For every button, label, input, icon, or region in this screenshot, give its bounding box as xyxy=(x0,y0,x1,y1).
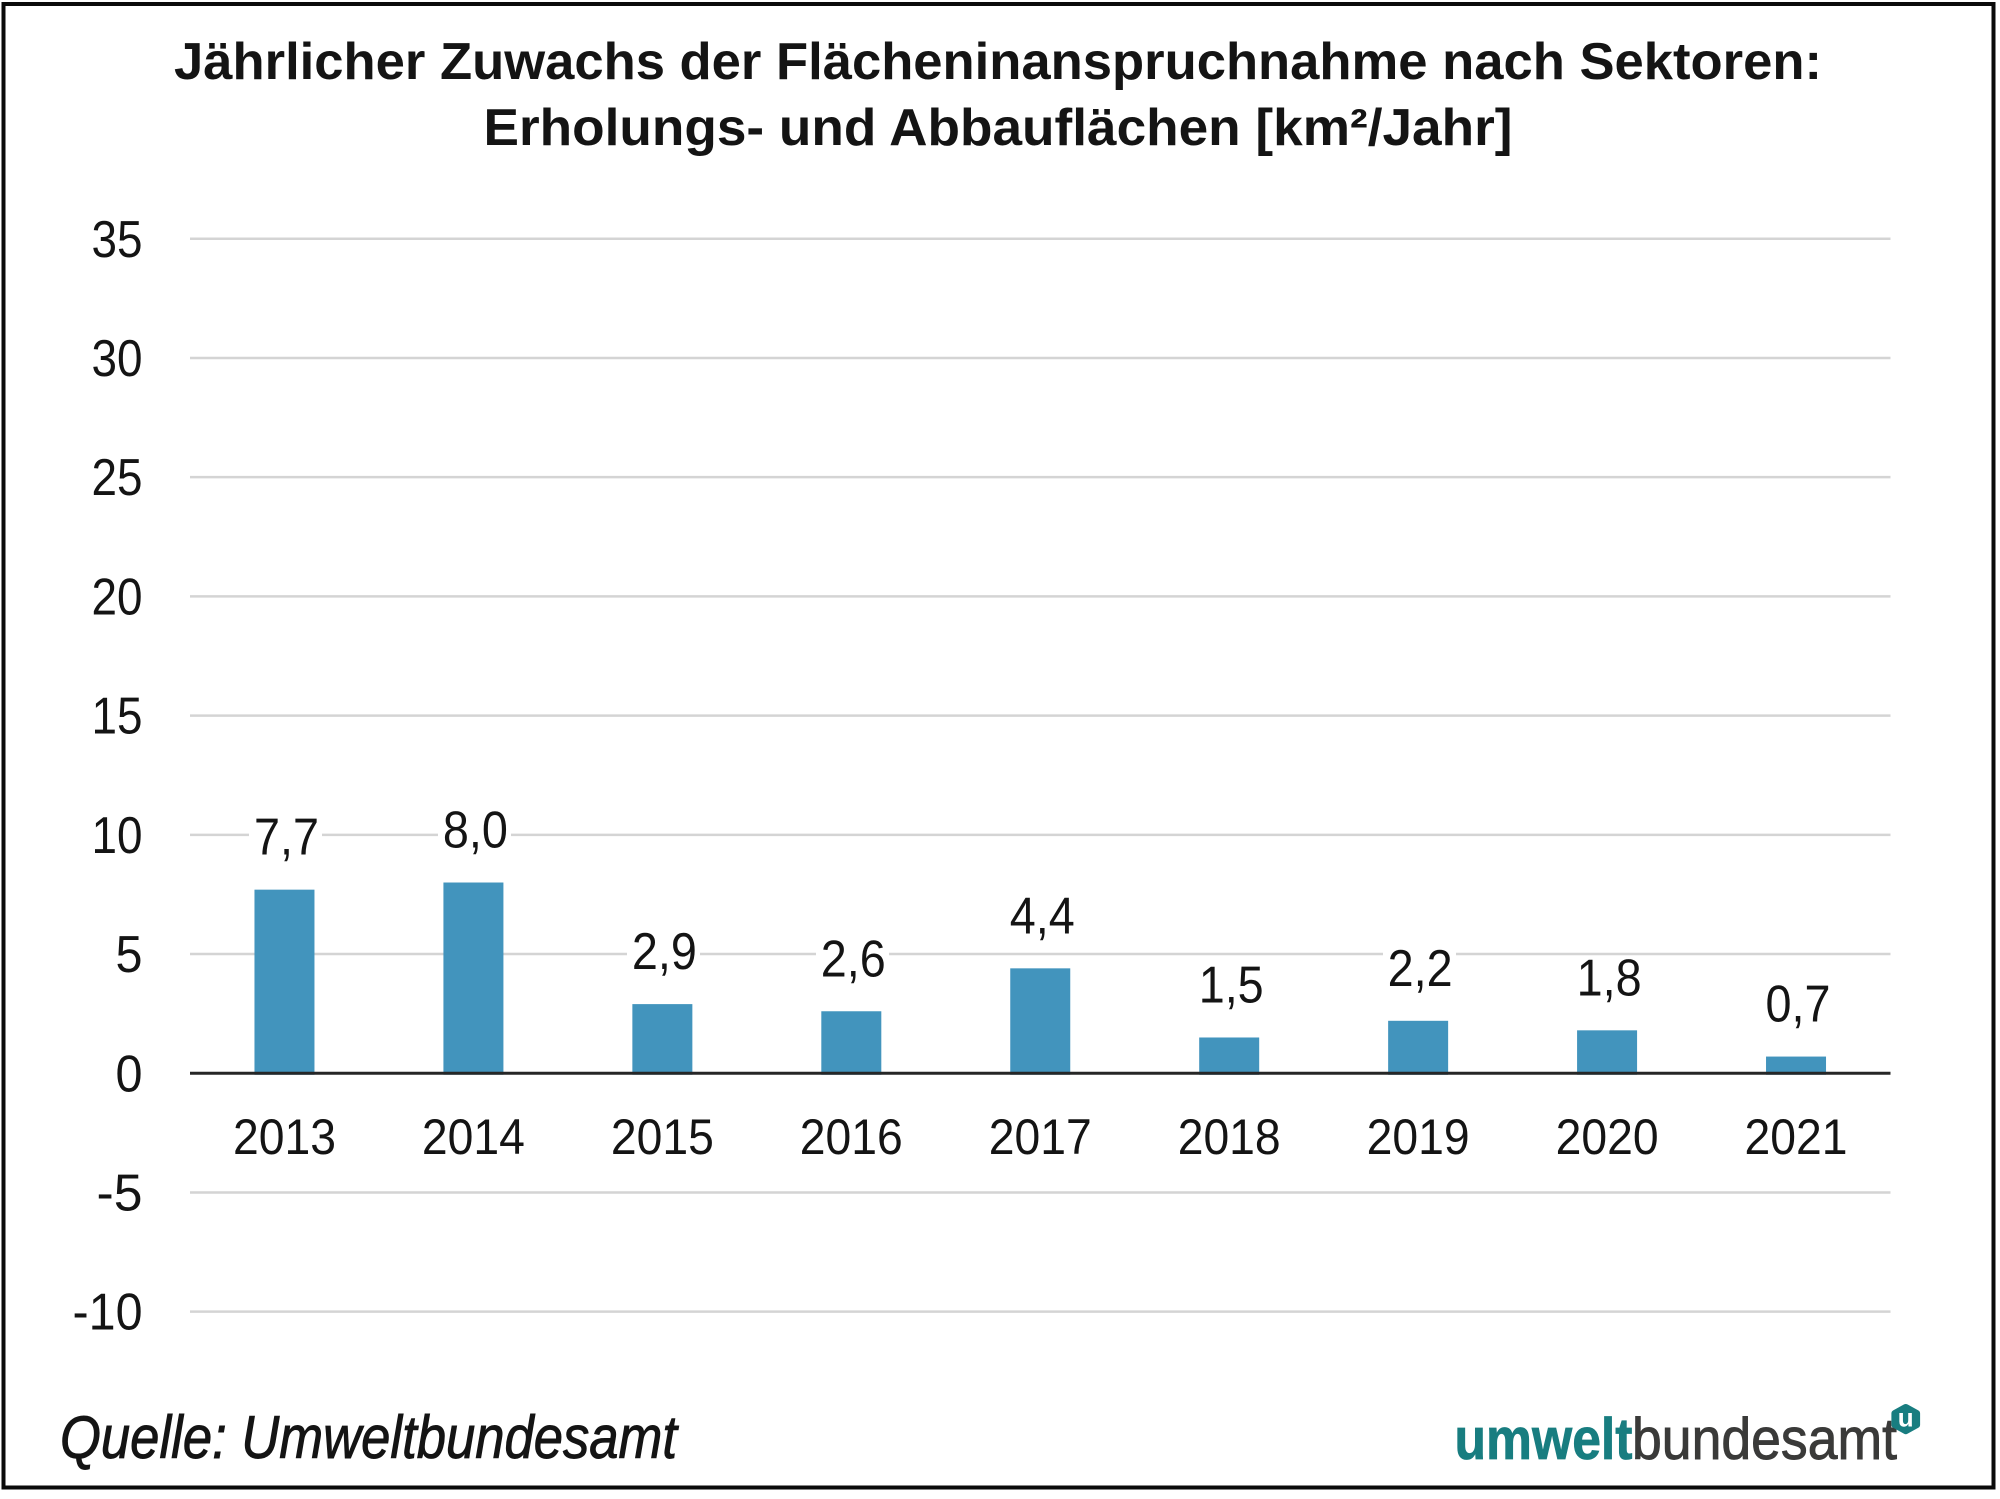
svg-text:8,0: 8,0 xyxy=(443,802,508,860)
svg-text:30: 30 xyxy=(92,330,143,388)
svg-text:2014: 2014 xyxy=(422,1109,525,1165)
svg-text:25: 25 xyxy=(92,449,143,507)
svg-text:Jährlicher Zuwachs der Flächen: Jährlicher Zuwachs der Flächeninanspruch… xyxy=(174,33,1822,91)
svg-text:0,7: 0,7 xyxy=(1766,976,1831,1034)
svg-text:2,9: 2,9 xyxy=(632,923,697,981)
svg-text:7,7: 7,7 xyxy=(254,809,319,867)
svg-text:2016: 2016 xyxy=(800,1109,903,1165)
svg-text:2,6: 2,6 xyxy=(821,930,886,988)
svg-text:1,8: 1,8 xyxy=(1577,949,1642,1007)
svg-text:u: u xyxy=(1898,1403,1914,1433)
svg-text:15: 15 xyxy=(92,688,143,746)
svg-text:-5: -5 xyxy=(97,1164,143,1222)
svg-text:2,2: 2,2 xyxy=(1388,940,1453,998)
svg-text:5: 5 xyxy=(116,926,143,984)
svg-text:2017: 2017 xyxy=(989,1109,1092,1165)
svg-text:10: 10 xyxy=(92,807,143,865)
svg-text:2015: 2015 xyxy=(611,1109,714,1165)
svg-text:2013: 2013 xyxy=(233,1109,336,1165)
svg-text:2020: 2020 xyxy=(1556,1109,1659,1165)
svg-text:2019: 2019 xyxy=(1367,1109,1470,1165)
svg-text:1,5: 1,5 xyxy=(1199,957,1264,1015)
svg-text:0: 0 xyxy=(116,1045,143,1103)
svg-text:35: 35 xyxy=(92,211,143,269)
svg-text:2021: 2021 xyxy=(1745,1109,1848,1165)
svg-text:20: 20 xyxy=(92,568,143,626)
svg-text:umwelt: umwelt xyxy=(1455,1407,1633,1472)
svg-text:bundesamt: bundesamt xyxy=(1632,1407,1897,1472)
svg-text:2018: 2018 xyxy=(1178,1109,1281,1165)
svg-text:Quelle: Umweltbundesamt: Quelle: Umweltbundesamt xyxy=(60,1404,679,1471)
svg-text:-10: -10 xyxy=(73,1284,143,1342)
svg-text:4,4: 4,4 xyxy=(1010,887,1075,945)
svg-text:Erholungs- und Abbauflächen [k: Erholungs- und Abbauflächen [km²/Jahr] xyxy=(484,99,1513,157)
